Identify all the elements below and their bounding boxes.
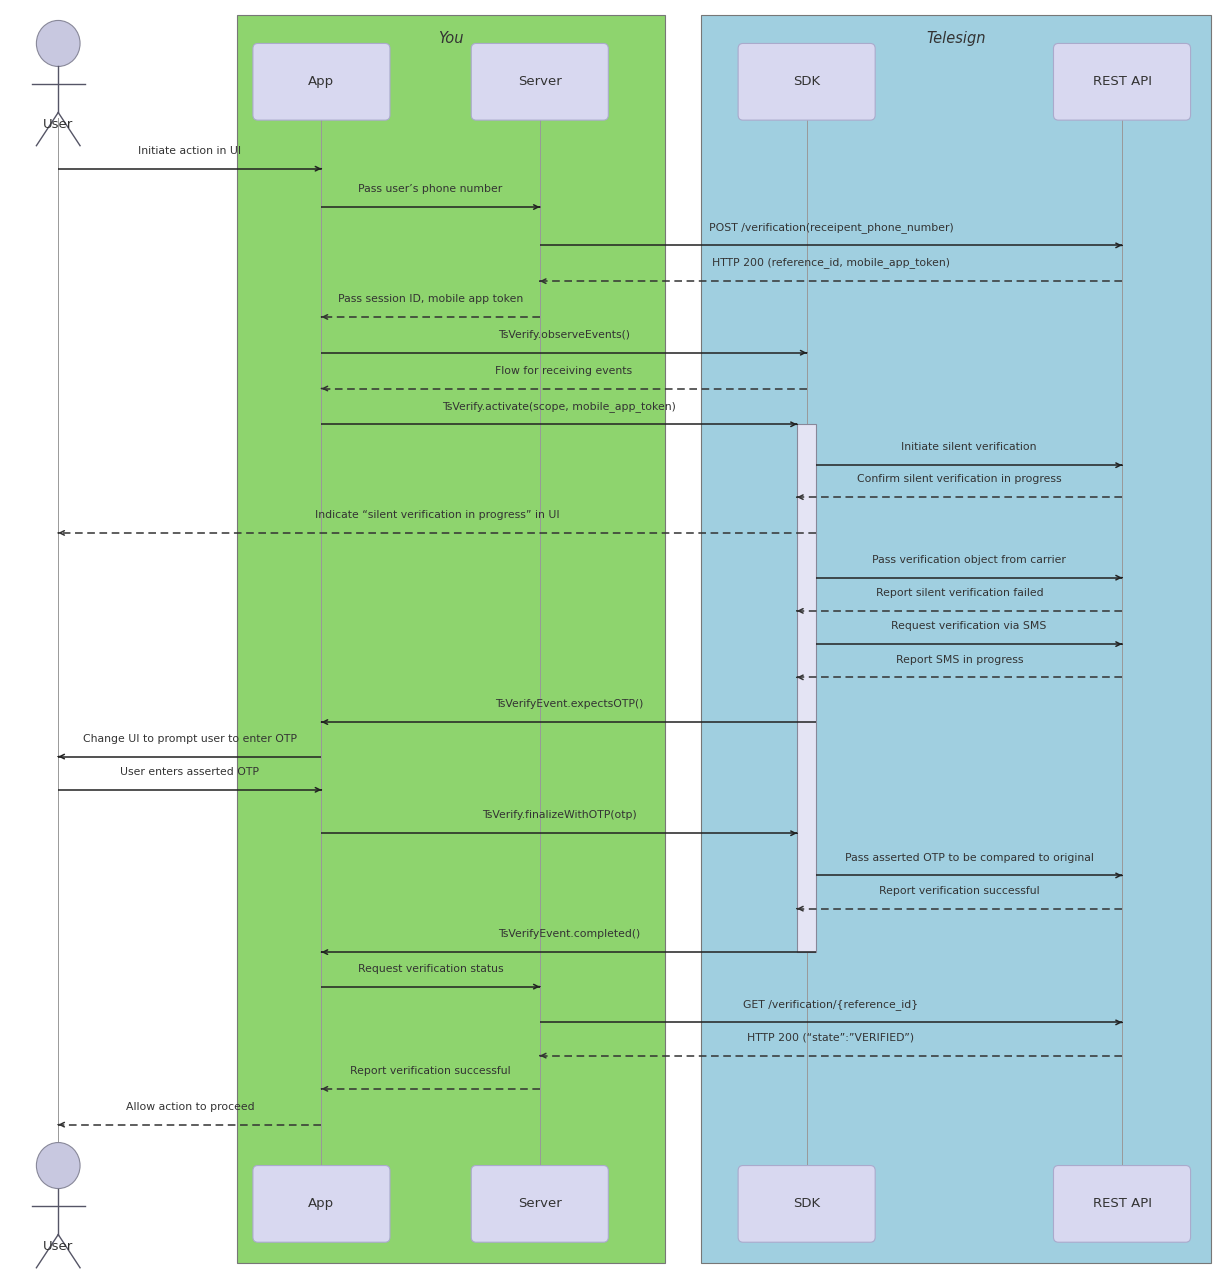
Circle shape	[36, 20, 80, 66]
Text: Confirm silent verification in progress: Confirm silent verification in progress	[858, 474, 1061, 484]
Text: GET /verification/{reference_id}: GET /verification/{reference_id}	[744, 998, 918, 1010]
Text: REST API: REST API	[1093, 1197, 1151, 1210]
Text: User: User	[44, 1240, 73, 1252]
Text: TsVerify.observeEvents(): TsVerify.observeEvents()	[499, 330, 630, 340]
Text: You: You	[438, 31, 463, 46]
FancyBboxPatch shape	[1054, 1166, 1191, 1242]
FancyBboxPatch shape	[738, 43, 876, 120]
Circle shape	[36, 1143, 80, 1189]
Text: Initiate action in UI: Initiate action in UI	[138, 146, 241, 156]
Text: Telesign: Telesign	[926, 31, 986, 46]
FancyBboxPatch shape	[471, 43, 609, 120]
Text: Flow for receiving events: Flow for receiving events	[495, 366, 633, 376]
Text: Request verification status: Request verification status	[358, 964, 503, 974]
Text: User: User	[44, 118, 73, 130]
Text: Change UI to prompt user to enter OTP: Change UI to prompt user to enter OTP	[82, 734, 297, 744]
FancyBboxPatch shape	[237, 15, 665, 1263]
FancyBboxPatch shape	[254, 43, 391, 120]
Text: Pass user’s phone number: Pass user’s phone number	[359, 184, 502, 194]
Text: User enters asserted OTP: User enters asserted OTP	[120, 767, 260, 777]
Text: HTTP 200 (“state”:”VERIFIED”): HTTP 200 (“state”:”VERIFIED”)	[747, 1033, 915, 1043]
Text: Report SMS in progress: Report SMS in progress	[895, 654, 1024, 665]
Text: App: App	[308, 1197, 335, 1210]
FancyBboxPatch shape	[1054, 43, 1191, 120]
Text: HTTP 200 (reference_id, mobile_app_token): HTTP 200 (reference_id, mobile_app_token…	[712, 257, 950, 268]
Text: App: App	[308, 75, 335, 88]
FancyBboxPatch shape	[701, 15, 1211, 1263]
Text: Report silent verification failed: Report silent verification failed	[876, 588, 1043, 598]
FancyBboxPatch shape	[254, 1166, 391, 1242]
Text: SDK: SDK	[793, 1197, 820, 1210]
FancyBboxPatch shape	[797, 424, 816, 952]
Text: POST /verification(receipent_phone_number): POST /verification(receipent_phone_numbe…	[708, 221, 953, 233]
Text: REST API: REST API	[1093, 75, 1151, 88]
Text: TsVerifyEvent.completed(): TsVerifyEvent.completed()	[497, 929, 640, 939]
Text: TsVerify.finalizeWithOTP(otp): TsVerify.finalizeWithOTP(otp)	[482, 810, 637, 820]
Text: Pass verification object from carrier: Pass verification object from carrier	[872, 555, 1066, 565]
Text: Server: Server	[518, 75, 562, 88]
Text: Initiate silent verification: Initiate silent verification	[901, 442, 1037, 452]
Text: TsVerifyEvent.expectsOTP(): TsVerifyEvent.expectsOTP()	[495, 699, 643, 709]
Text: Indicate “silent verification in progress” in UI: Indicate “silent verification in progres…	[315, 510, 559, 520]
Text: Request verification via SMS: Request verification via SMS	[892, 621, 1047, 631]
Text: SDK: SDK	[793, 75, 820, 88]
Text: Report verification successful: Report verification successful	[879, 886, 1040, 896]
Text: Pass session ID, mobile app token: Pass session ID, mobile app token	[338, 294, 523, 304]
FancyBboxPatch shape	[471, 1166, 609, 1242]
Text: TsVerify.activate(scope, mobile_app_token): TsVerify.activate(scope, mobile_app_toke…	[443, 400, 676, 412]
Text: Report verification successful: Report verification successful	[351, 1066, 511, 1076]
Text: Server: Server	[518, 1197, 562, 1210]
Text: Allow action to proceed: Allow action to proceed	[125, 1102, 255, 1112]
FancyBboxPatch shape	[738, 1166, 876, 1242]
Text: Pass asserted OTP to be compared to original: Pass asserted OTP to be compared to orig…	[844, 852, 1094, 863]
